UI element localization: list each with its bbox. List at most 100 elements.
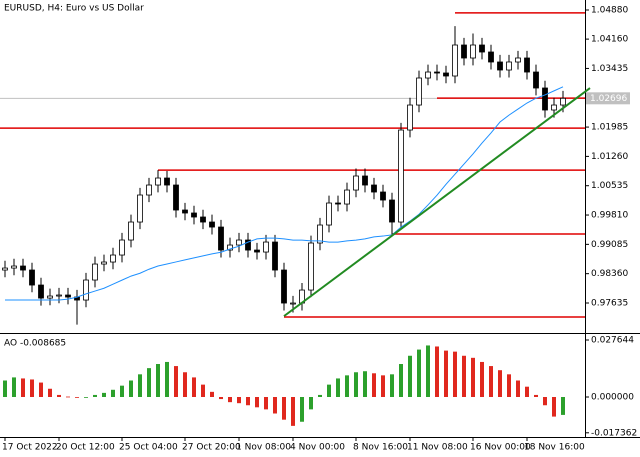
ao-bar (201, 384, 205, 397)
candle-body (155, 177, 161, 186)
ao-bar (516, 380, 520, 397)
candle-body (452, 44, 458, 77)
candle-body (506, 61, 512, 71)
ao-bar (363, 371, 367, 397)
ao-bar (444, 350, 448, 397)
y-tick-label: 0.99810 (591, 211, 628, 221)
candle-body (371, 184, 377, 193)
ao-bar (417, 349, 421, 397)
ao-bar (552, 397, 556, 417)
candle-body (182, 209, 188, 214)
ao-bar (498, 370, 502, 397)
ao-bar (390, 374, 394, 397)
x-tick-label: 17 Oct 2022 (2, 443, 58, 453)
candle-body (119, 239, 125, 256)
ao-bar (534, 394, 538, 397)
candle-body (326, 202, 332, 226)
candle-body (200, 216, 206, 223)
ao-bar (309, 397, 313, 410)
ao-bar (21, 378, 25, 397)
ao-bar (462, 355, 466, 397)
candle-body (164, 177, 170, 186)
candle-body (263, 241, 269, 253)
candle-body (281, 269, 287, 304)
candle-body (479, 44, 485, 53)
ao-bar (228, 397, 232, 403)
y-tick-label: 1.00535 (591, 181, 628, 191)
ao-bar (219, 397, 223, 400)
candle-body (128, 221, 134, 241)
candle-body (425, 71, 431, 79)
moving-average (5, 86, 564, 301)
y-tick-label: 1.03435 (591, 64, 628, 74)
x-tick-label: 11 Nov 08:00 (407, 443, 468, 453)
ao-bar (318, 394, 322, 397)
ao-bar (291, 397, 295, 426)
ao-bar (12, 377, 16, 397)
ao-bar (138, 374, 142, 397)
y-tick-label: 0.99085 (591, 240, 628, 250)
ao-bar (3, 380, 7, 397)
candle-body (191, 212, 197, 218)
ao-bar (255, 397, 259, 408)
trendline (283, 87, 591, 317)
candle-body (434, 71, 440, 74)
ao-bar (129, 380, 133, 397)
candle-body (533, 71, 539, 89)
candle-body (398, 129, 404, 223)
last-price-box (586, 92, 630, 105)
ao-bar (93, 394, 97, 397)
ao-panel (3, 345, 565, 426)
ao-bar (480, 361, 484, 397)
candle-body (101, 261, 107, 265)
y-tick-label: 0.97635 (591, 298, 628, 308)
candle-body (56, 294, 62, 297)
ao-bar (372, 373, 376, 397)
candle-body (92, 263, 98, 281)
ao-bar (525, 386, 529, 397)
ao-bar (246, 397, 250, 406)
ao-bar (453, 351, 457, 397)
candle-body (389, 199, 395, 223)
ao-bar (345, 375, 349, 397)
candle-body (416, 77, 422, 106)
candle-body (542, 87, 548, 111)
candle-body (335, 202, 341, 205)
candle-body (380, 191, 386, 201)
ao-bar (264, 397, 268, 410)
candle-body (461, 44, 467, 59)
ao-bar (30, 379, 34, 397)
ao-bar (426, 345, 430, 397)
candle-body (317, 224, 323, 244)
candle-body (497, 61, 503, 71)
x-tick-label: 25 Oct 04:00 (119, 443, 178, 453)
candle-body (218, 226, 224, 251)
candle-body (11, 265, 17, 269)
ao-bar (84, 397, 88, 398)
ao-bar (561, 397, 565, 415)
ao-bar (237, 397, 241, 404)
y-tick-label: -0.017362 (591, 428, 637, 438)
ao-bar (354, 372, 358, 397)
candle-body (560, 97, 566, 106)
ao-bar (102, 392, 106, 397)
x-tick-label: 20 Oct 12:00 (56, 443, 115, 453)
ao-bar (165, 361, 169, 397)
ao-bar (507, 374, 511, 397)
candle-body (65, 294, 71, 298)
ao-bar (147, 368, 151, 397)
x-tick-label: 18 Nov 16:00 (524, 443, 585, 453)
ao-bar (543, 397, 547, 406)
candle-body (110, 254, 116, 263)
candle-body (407, 104, 413, 131)
ao-bar (174, 366, 178, 397)
candle-body (272, 241, 278, 271)
candle-body (308, 242, 314, 291)
last-price-label: 1.02696 (590, 94, 627, 104)
candle-body (362, 175, 368, 186)
candle-body (38, 284, 44, 299)
candle-body (236, 239, 242, 246)
ao-bar (48, 388, 52, 397)
candle-body (254, 249, 260, 253)
y-tick-label: 0.98360 (591, 269, 628, 279)
